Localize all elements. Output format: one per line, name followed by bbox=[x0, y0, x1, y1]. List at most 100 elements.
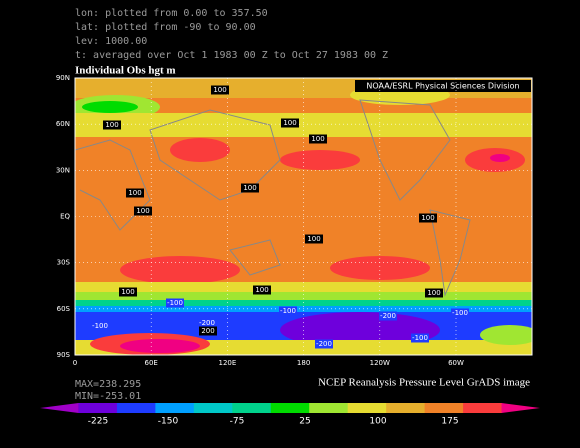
lon-label: 60W bbox=[448, 359, 464, 367]
blob bbox=[120, 339, 200, 353]
lon-label: 120W bbox=[370, 359, 390, 367]
contour-label: -100 bbox=[92, 322, 108, 330]
contour-label: 200 bbox=[201, 327, 214, 335]
contour-label: 100 bbox=[243, 184, 256, 192]
colorbar-swatch bbox=[116, 403, 156, 413]
credit: NOAA/ESRL Physical Sciences Division bbox=[366, 82, 519, 91]
lat-label: 90N bbox=[56, 74, 70, 82]
contour-label-box bbox=[305, 234, 323, 244]
coast bbox=[429, 209, 471, 297]
contour-label-box bbox=[425, 288, 443, 298]
colorbar-label: 100 bbox=[369, 417, 386, 427]
contour-label-box bbox=[91, 321, 109, 331]
colorbar-swatch bbox=[424, 403, 464, 413]
colorbar-label: 175 bbox=[441, 417, 458, 427]
contour-label: -100 bbox=[452, 309, 468, 317]
contour-label: 100 bbox=[121, 288, 134, 296]
contour-label-box bbox=[379, 311, 397, 321]
credit-box bbox=[355, 80, 531, 92]
blob bbox=[120, 256, 240, 284]
stat-min: MIN=-253.01 bbox=[75, 391, 141, 402]
contour-label-box bbox=[126, 188, 144, 198]
contour-label-box bbox=[119, 287, 137, 297]
contour-label-box bbox=[419, 213, 437, 223]
colorbar-swatch bbox=[270, 403, 310, 413]
map-title: Individual Obs hgt m bbox=[75, 65, 176, 77]
contour-label: 100 bbox=[311, 135, 324, 143]
contour-label-box bbox=[281, 118, 299, 128]
contour-label: 100 bbox=[213, 86, 226, 94]
contour-label-box bbox=[198, 318, 216, 328]
contour-label: 100 bbox=[427, 289, 440, 297]
band bbox=[75, 113, 532, 137]
lat-label: 30N bbox=[56, 166, 70, 174]
header-line: t: averaged over Oct 1 1983 00 Z to Oct … bbox=[75, 50, 388, 61]
lat-label: EQ bbox=[60, 213, 70, 221]
blob bbox=[170, 138, 230, 162]
blob bbox=[330, 256, 430, 280]
contour-label-box bbox=[166, 298, 184, 308]
lat-label: 60N bbox=[56, 120, 70, 128]
footer: NCEP Reanalysis Pressure Level GrADS ima… bbox=[318, 377, 530, 389]
contour-label-box bbox=[241, 183, 259, 193]
blob bbox=[280, 312, 440, 348]
colorbar-swatch bbox=[40, 403, 79, 413]
blob bbox=[280, 150, 360, 170]
lon-label: 120E bbox=[219, 359, 237, 367]
colorbar-swatch bbox=[501, 403, 540, 413]
contour-label-box bbox=[134, 206, 152, 216]
contour-label-box bbox=[199, 326, 217, 336]
lat-label: 60S bbox=[57, 305, 71, 313]
contour-label-box bbox=[315, 339, 333, 349]
colorbar-swatch bbox=[155, 403, 195, 413]
contour-label: 100 bbox=[307, 235, 320, 243]
colorbar-label: 25 bbox=[299, 417, 310, 427]
colorbar-swatch bbox=[193, 403, 233, 413]
lat-label: 30S bbox=[57, 259, 71, 267]
contour-label: -100 bbox=[412, 334, 428, 342]
colorbar-swatch bbox=[347, 403, 387, 413]
coast bbox=[229, 239, 281, 276]
lat-label: 90S bbox=[57, 351, 71, 359]
blob bbox=[490, 154, 510, 162]
colorbar-swatch bbox=[232, 403, 272, 413]
lon-label: 60E bbox=[145, 359, 158, 367]
header-line: lon: plotted from 0.00 to 357.50 bbox=[75, 8, 268, 19]
contour-label: -200 bbox=[316, 340, 332, 348]
contour-label: -200 bbox=[380, 312, 396, 320]
contour-label: 100 bbox=[105, 121, 118, 129]
contour-label-box bbox=[279, 306, 297, 316]
colorbar-label: -225 bbox=[88, 417, 108, 427]
contour-label-box bbox=[211, 85, 229, 95]
contour-label: 100 bbox=[283, 119, 296, 127]
lon-label: 180 bbox=[297, 359, 310, 367]
contour-label-box bbox=[411, 333, 429, 343]
contour-label: 100 bbox=[255, 286, 268, 294]
lon-label: 0 bbox=[73, 359, 77, 367]
contour-label: 100 bbox=[136, 207, 149, 215]
field bbox=[75, 78, 532, 355]
contour-label: -200 bbox=[199, 319, 215, 327]
colorbar-swatch bbox=[463, 403, 503, 413]
blob bbox=[480, 325, 532, 345]
colorbar-swatch bbox=[309, 403, 349, 413]
contour-label-box bbox=[253, 285, 271, 295]
band bbox=[82, 101, 138, 113]
contour-label: 100 bbox=[128, 189, 141, 197]
colorbar-label: -150 bbox=[158, 417, 179, 427]
band bbox=[75, 292, 532, 300]
contour-label: 100 bbox=[421, 214, 434, 222]
header-line: lat: plotted from -90 to 90.00 bbox=[75, 22, 256, 33]
contour-label: -100 bbox=[280, 307, 296, 315]
contour-label: -100 bbox=[167, 299, 183, 307]
stat-max: MAX=238.295 bbox=[75, 379, 141, 390]
colorbar-label: -75 bbox=[230, 417, 245, 427]
header-line: lev: 1000.00 bbox=[75, 36, 147, 47]
colorbar-swatch bbox=[78, 403, 118, 413]
contour-label-box bbox=[103, 120, 121, 130]
contour-label-box bbox=[309, 134, 327, 144]
coast bbox=[75, 139, 151, 231]
contour-label-box bbox=[451, 308, 469, 318]
coast bbox=[359, 99, 451, 201]
